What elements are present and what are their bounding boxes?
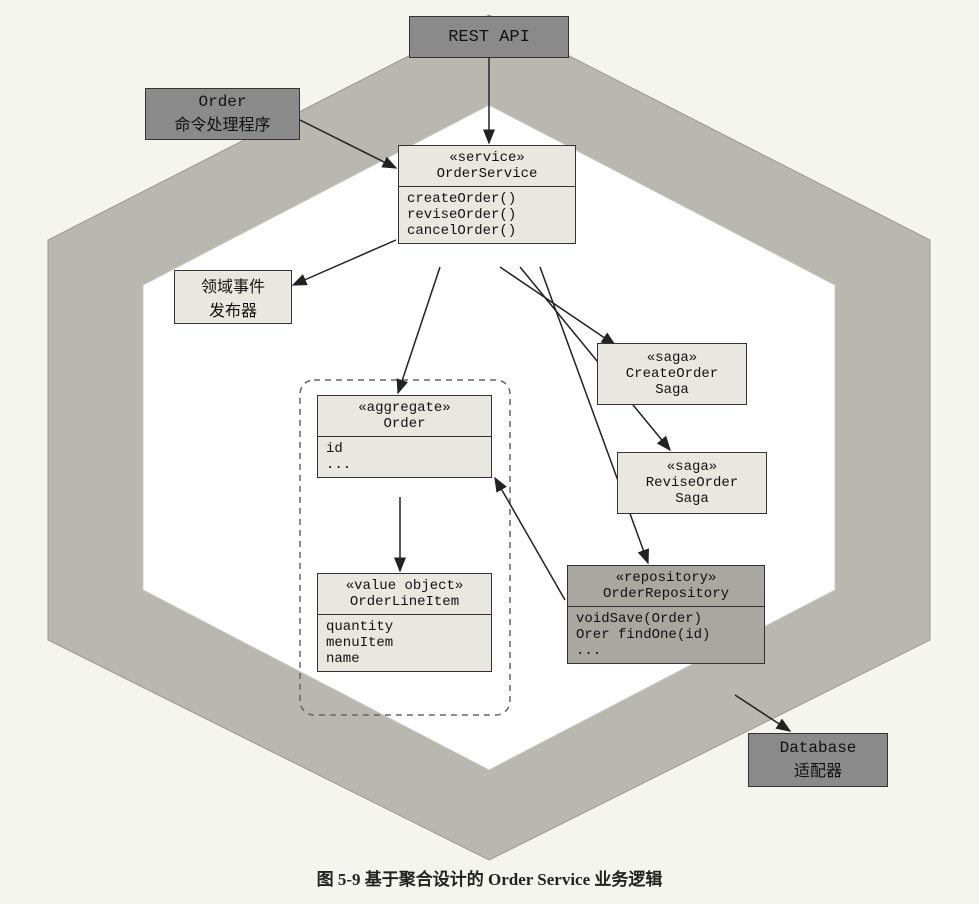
order-aggregate-header: «aggregate» Order xyxy=(318,396,491,437)
order-command-handler-box: Order 命令处理程序 xyxy=(145,88,300,140)
rest-api-label: REST API xyxy=(448,28,530,47)
order-service-header: «service» OrderService xyxy=(399,146,575,187)
field: ... xyxy=(326,457,483,473)
order-line-item-box: «value object» OrderLineItem quantity me… xyxy=(317,573,492,672)
order-handler-line2: 命令处理程序 xyxy=(174,111,270,135)
order-line-item-header: «value object» OrderLineItem xyxy=(318,574,491,615)
method: Orer findOne(id) xyxy=(576,627,756,643)
field: quantity xyxy=(326,619,483,635)
domain-event-publisher-box: 领域事件 发布器 xyxy=(174,270,292,324)
order-repository-box: «repository» OrderRepository voidSave(Or… xyxy=(567,565,765,664)
publisher-line2: 发布器 xyxy=(209,297,257,321)
order-service-methods: createOrder() reviseOrder() cancelOrder(… xyxy=(399,187,575,243)
publisher-line1: 领域事件 xyxy=(201,273,265,297)
database-adapter-box: Database 适配器 xyxy=(748,733,888,787)
order-repository-name: OrderRepository xyxy=(576,586,756,602)
revise-order-saga-box: «saga» ReviseOrder Saga xyxy=(617,452,767,514)
revise-saga-name2: Saga xyxy=(618,491,766,507)
order-aggregate-box: «aggregate» Order id ... xyxy=(317,395,492,478)
order-service-box: «service» OrderService createOrder() rev… xyxy=(398,145,576,244)
order-aggregate-fields: id ... xyxy=(318,437,491,477)
order-service-name: OrderService xyxy=(407,166,567,182)
order-line-item-name: OrderLineItem xyxy=(326,594,483,610)
revise-saga-stereotype: «saga» xyxy=(618,459,766,475)
create-saga-name1: CreateOrder xyxy=(598,366,746,382)
order-repository-header: «repository» OrderRepository xyxy=(568,566,764,607)
database-adapter-line2: 适配器 xyxy=(794,757,842,781)
order-handler-line1: Order xyxy=(198,93,246,111)
field: menuItem xyxy=(326,635,483,651)
field: name xyxy=(326,651,483,667)
create-order-saga-box: «saga» CreateOrder Saga xyxy=(597,343,747,405)
method: ... xyxy=(576,643,756,659)
field: id xyxy=(326,441,483,457)
method: voidSave(Order) xyxy=(576,611,756,627)
hexagonal-architecture-diagram: REST API Order 命令处理程序 «service» OrderSer… xyxy=(0,0,979,904)
method: createOrder() xyxy=(407,191,567,207)
figure-caption: 图 5-9 基于聚合设计的 Order Service 业务逻辑 xyxy=(0,865,979,890)
order-repository-methods: voidSave(Order) Orer findOne(id) ... xyxy=(568,607,764,663)
revise-saga-name1: ReviseOrder xyxy=(618,475,766,491)
create-saga-name2: Saga xyxy=(598,382,746,398)
rest-api-box: REST API xyxy=(409,16,569,58)
order-aggregate-name: Order xyxy=(326,416,483,432)
method: reviseOrder() xyxy=(407,207,567,223)
database-adapter-line1: Database xyxy=(780,739,857,757)
method: cancelOrder() xyxy=(407,223,567,239)
create-saga-stereotype: «saga» xyxy=(598,350,746,366)
order-aggregate-stereotype: «aggregate» xyxy=(326,400,483,416)
order-line-item-stereotype: «value object» xyxy=(326,578,483,594)
order-line-item-fields: quantity menuItem name xyxy=(318,615,491,671)
order-service-stereotype: «service» xyxy=(407,150,567,166)
order-repository-stereotype: «repository» xyxy=(576,570,756,586)
